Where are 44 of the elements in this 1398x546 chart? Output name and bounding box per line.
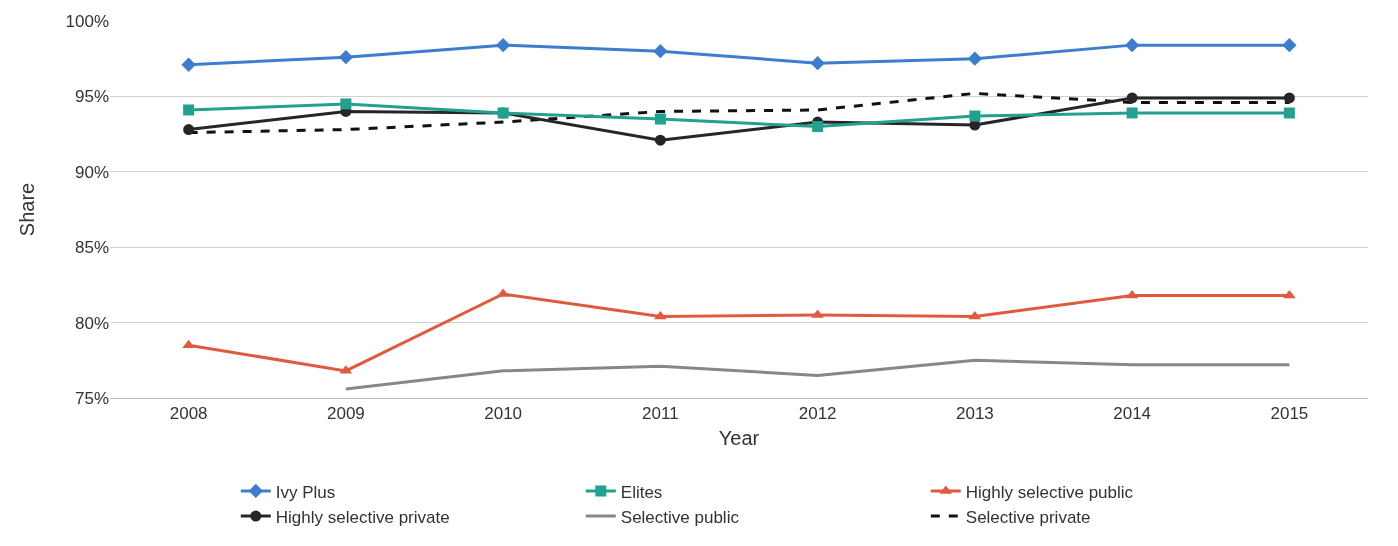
y-tick-label: 90% bbox=[74, 162, 109, 182]
point bbox=[653, 44, 668, 59]
point bbox=[1283, 289, 1296, 299]
point bbox=[1125, 289, 1139, 299]
y-tick-label: 100% bbox=[65, 11, 109, 31]
x-tick-label: 2015 bbox=[1270, 404, 1309, 424]
point bbox=[812, 121, 824, 133]
y-tick-label: 80% bbox=[74, 313, 109, 333]
legend-label: Selective public bbox=[620, 507, 740, 527]
point bbox=[1126, 107, 1138, 119]
legend-label: Highly selective public bbox=[965, 482, 1134, 502]
point bbox=[338, 50, 354, 65]
legend-label: Ivy Plus bbox=[275, 482, 336, 502]
point bbox=[495, 37, 511, 53]
point bbox=[1282, 37, 1297, 53]
point bbox=[340, 98, 352, 110]
y-tick-label: 95% bbox=[74, 87, 109, 107]
point bbox=[1283, 92, 1295, 104]
x-tick-label: 2009 bbox=[326, 404, 365, 424]
line-series bbox=[344, 358, 1291, 391]
point bbox=[810, 56, 825, 71]
point bbox=[1126, 92, 1138, 104]
y-tick-label: 75% bbox=[74, 388, 109, 408]
point bbox=[967, 51, 983, 66]
legend-label: Elites bbox=[620, 482, 663, 502]
x-axis-title: Year bbox=[718, 426, 760, 449]
legend-label: Highly selective private bbox=[275, 507, 450, 527]
y-tick-label: 85% bbox=[74, 238, 109, 258]
x-tick-label: 2012 bbox=[798, 404, 837, 424]
x-tick-label: 2014 bbox=[1113, 404, 1152, 424]
x-tick-label: 2008 bbox=[169, 404, 208, 424]
point bbox=[181, 57, 196, 72]
point bbox=[969, 110, 981, 122]
y-axis-title: Share bbox=[16, 182, 39, 237]
x-tick-label: 2010 bbox=[484, 404, 523, 424]
point bbox=[1124, 37, 1140, 53]
point bbox=[654, 134, 666, 146]
x-tick-label: 2011 bbox=[642, 404, 679, 424]
point bbox=[183, 124, 195, 136]
point bbox=[183, 104, 195, 116]
legend-label: Selective private bbox=[965, 507, 1091, 527]
point bbox=[1283, 107, 1295, 119]
point bbox=[654, 113, 666, 125]
x-tick-label: 2013 bbox=[955, 404, 994, 424]
